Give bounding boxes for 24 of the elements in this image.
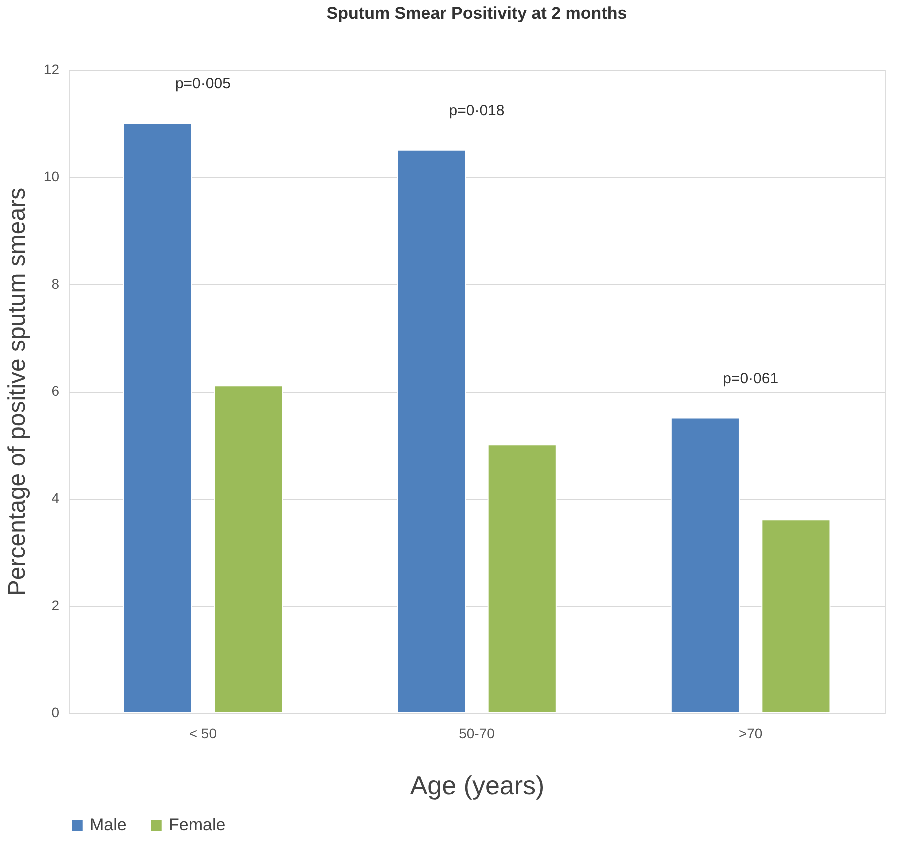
y-tick-label: 0 [52,704,60,720]
x-tick-label: >70 [738,726,763,742]
bar [670,418,740,714]
y-tick-label: 6 [52,383,60,399]
chart-title: Sputum Smear Positivity at 2 months [326,4,628,23]
bar [488,444,557,714]
x-tick-label: < 50 [189,726,218,742]
annotation: p=0·018 [449,102,505,120]
annotation: p=0·061 [723,370,779,388]
bar [762,520,831,714]
x-tick-label: 50-70 [459,726,496,742]
bar [397,150,466,714]
annotation: p=0·005 [175,76,231,93]
y-axis-title: Percentage of positive sputum smears [4,188,31,596]
legend-label: Male [90,816,127,835]
y-tick-label: 4 [52,490,60,506]
bar [214,386,284,714]
legend-label: Female [169,816,226,835]
y-tick-label: 10 [44,168,60,185]
bar [123,123,192,714]
y-tick-label: 2 [52,597,60,614]
y-tick-label: 12 [44,62,60,78]
y-tick-label: 8 [52,276,60,292]
x-axis-title: Age (years) [410,770,545,800]
